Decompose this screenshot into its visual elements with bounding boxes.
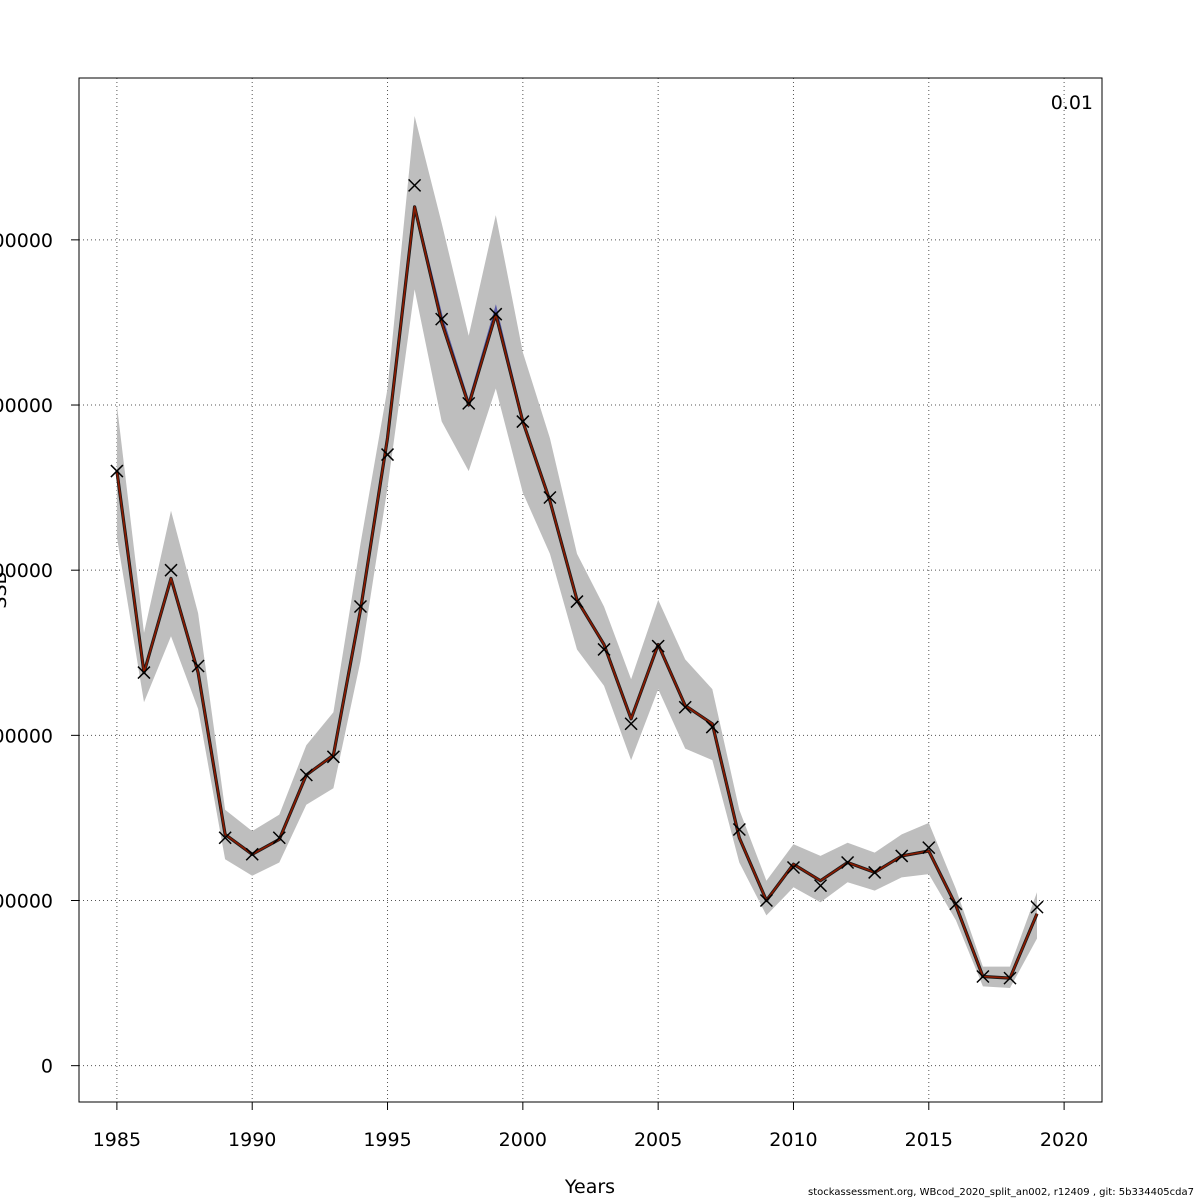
observed-point-2017 xyxy=(976,969,990,984)
observed-point-stroke-b xyxy=(110,464,124,478)
confidence-band-layer xyxy=(116,116,1037,988)
y-tick-label-300000: 300000 xyxy=(0,560,53,582)
observed-point-stroke-b xyxy=(435,312,449,326)
observed-point-2009 xyxy=(759,893,773,908)
observed-point-stroke-b xyxy=(191,659,205,673)
x-tick-label-1995: 1995 xyxy=(363,1129,411,1151)
observed-point-stroke-b xyxy=(841,855,855,870)
observed-point-2007 xyxy=(705,720,719,734)
x-tick-label-1990: 1990 xyxy=(228,1129,276,1151)
observed-point-stroke-b xyxy=(1030,900,1044,914)
observed-point-stroke-b xyxy=(245,847,259,861)
observed-point-stroke-b xyxy=(651,639,665,653)
observed-point-2015 xyxy=(922,841,936,855)
observed-point-stroke-b xyxy=(272,831,286,845)
observed-point-stroke-b xyxy=(299,768,313,782)
plot-frame xyxy=(78,77,1103,1103)
observed-point-2005 xyxy=(651,639,665,653)
observed-point-2004 xyxy=(624,717,638,731)
footer-note: stockassessment.org, WBcod_2020_split_an… xyxy=(808,1187,1194,1198)
observed-point-1995 xyxy=(380,448,395,462)
observed-point-stroke-b xyxy=(949,897,963,911)
observed-point-2012 xyxy=(841,855,855,870)
observed-point-stroke-b xyxy=(624,717,638,731)
observed-point-stroke-b xyxy=(326,750,340,764)
observed-point-stroke-b xyxy=(516,415,530,429)
observed-point-1994 xyxy=(353,599,367,614)
observed-point-stroke-b xyxy=(218,831,232,845)
observed-point-1988 xyxy=(191,659,205,673)
observed-point-stroke-b xyxy=(164,563,178,577)
observed-point-1989 xyxy=(218,831,232,845)
observed-point-stroke-b xyxy=(895,849,909,863)
observed-point-stroke-b xyxy=(922,841,936,855)
confidence-band xyxy=(116,116,1037,988)
observed-point-1986 xyxy=(137,666,151,680)
observed-point-2018 xyxy=(1003,971,1017,985)
observed-point-stroke-b xyxy=(543,490,557,505)
observed-point-stroke-b xyxy=(408,178,422,192)
estimate-line-layer xyxy=(115,205,1039,980)
observed-point-stroke-b xyxy=(380,448,395,462)
observed-point-stroke-b xyxy=(868,865,882,879)
observed-point-2008 xyxy=(732,822,746,837)
observed-point-stroke-b xyxy=(759,893,773,908)
observed-point-stroke-b xyxy=(1003,971,1017,985)
x-tick-label-2005: 2005 xyxy=(634,1129,682,1151)
observed-point-1987 xyxy=(164,563,178,577)
x-tick-label-1985: 1985 xyxy=(93,1129,141,1151)
observed-point-2002 xyxy=(570,595,584,609)
observed-point-1993 xyxy=(326,750,340,764)
observed-point-stroke-b xyxy=(137,666,151,680)
observed-point-1992 xyxy=(299,768,313,782)
observed-point-stroke-b xyxy=(678,700,692,714)
observed-point-stroke-b xyxy=(353,599,367,614)
observed-point-1996 xyxy=(408,178,422,192)
grid-lines xyxy=(79,78,1102,1102)
y-tick-label-100000: 100000 xyxy=(0,891,53,913)
observed-point-2013 xyxy=(868,865,882,879)
observed-point-2006 xyxy=(678,700,692,714)
observed-point-2014 xyxy=(895,849,909,863)
observed-point-stroke-b xyxy=(462,396,476,410)
observed-point-2016 xyxy=(949,897,963,911)
observed-point-2011 xyxy=(814,879,828,893)
y-axis-label: SSB xyxy=(0,571,11,608)
observed-markers-layer xyxy=(110,178,1044,985)
observed-point-stroke-b xyxy=(814,879,828,893)
observed-point-stroke-b xyxy=(705,720,719,734)
observed-point-1991 xyxy=(272,831,286,845)
x-axis-label: Years xyxy=(564,1176,615,1198)
observed-point-stroke-b xyxy=(786,860,801,875)
x-tick-label-2015: 2015 xyxy=(905,1129,953,1151)
observed-point-2001 xyxy=(543,490,557,505)
observed-point-2019 xyxy=(1030,900,1044,914)
observed-point-1999 xyxy=(489,307,503,321)
observed-point-stroke-b xyxy=(976,969,990,984)
observed-point-2003 xyxy=(597,642,611,656)
estimate-line xyxy=(116,206,1038,979)
x-tick-label-2020: 2020 xyxy=(1040,1129,1088,1151)
x-axis: 1985 1990 1995 2000 2005 2010 2015 2020 xyxy=(93,1102,1088,1151)
corner-label: 0.01 xyxy=(1051,92,1093,114)
observed-point-2010 xyxy=(786,860,801,875)
y-tick-label-0: 0 xyxy=(41,1056,53,1078)
observed-point-1998 xyxy=(462,396,476,410)
x-tick-label-2010: 2010 xyxy=(769,1129,817,1151)
y-tick-label-400000: 400000 xyxy=(0,395,53,417)
observed-point-stroke-b xyxy=(489,307,503,321)
observed-point-2000 xyxy=(516,415,530,429)
x-tick-label-2000: 2000 xyxy=(499,1129,547,1151)
observed-point-stroke-b xyxy=(597,642,611,656)
y-tick-label-500000: 500000 xyxy=(0,230,53,252)
observed-point-stroke-b xyxy=(570,595,584,609)
observed-point-1985 xyxy=(110,464,124,478)
observed-point-1997 xyxy=(435,312,449,326)
observed-point-1990 xyxy=(245,847,259,861)
observed-point-stroke-b xyxy=(732,822,746,837)
